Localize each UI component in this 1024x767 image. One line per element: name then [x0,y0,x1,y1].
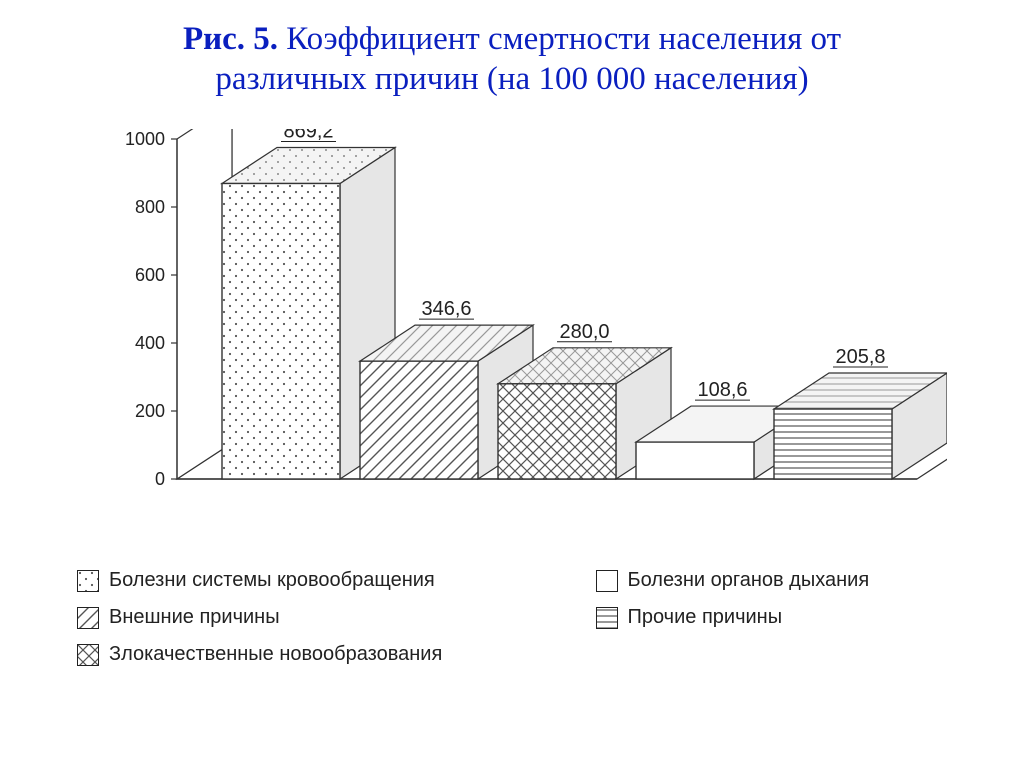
figure-title: Рис. 5. Коэффициент смертности населения… [0,0,1024,99]
legend-swatch [77,644,99,666]
chart-area: 0 200 400 600 800 1000 869,2 346,6 280,0 108,6 205… [77,129,947,539]
svg-text:200: 200 [135,401,165,421]
legend-swatch [77,570,99,592]
legend-swatch [596,607,618,629]
legend-item: Злокачественные новообразования [77,643,556,666]
legend-item: Болезни системы кровообращения [77,569,556,592]
legend-swatch [596,570,618,592]
page: Рис. 5. Коэффициент смертности населения… [0,0,1024,767]
legend-swatch [77,607,99,629]
legend: Болезни системы кровообращения Внешние пр… [77,569,947,666]
svg-text:800: 800 [135,197,165,217]
legend-item: Внешние причины [77,606,556,629]
legend-label: Болезни органов дыхания [628,569,870,592]
svg-text:1000: 1000 [125,129,165,149]
figure-title-line2: различных причин (на 100 000 населения) [215,61,808,97]
figure-title-line1: Коэффициент смертности населения от [286,21,841,57]
legend-item: Прочие причины [596,606,944,629]
legend-column-left: Болезни системы кровообращения Внешние пр… [77,569,556,666]
figure-label: Рис. 5. [183,21,278,57]
legend-label: Злокачественные новообразования [109,643,442,666]
svg-text:400: 400 [135,333,165,353]
svg-text:108,6: 108,6 [697,379,747,401]
legend-label: Внешние причины [109,606,280,629]
bar-chart: 0 200 400 600 800 1000 869,2 346,6 280,0 108,6 205… [77,129,947,539]
svg-text:0: 0 [155,469,165,489]
svg-text:205,8: 205,8 [835,346,885,368]
svg-text:280,0: 280,0 [559,321,609,343]
legend-label: Прочие причины [628,606,783,629]
legend-item: Болезни органов дыхания [596,569,944,592]
svg-text:346,6: 346,6 [421,298,471,320]
legend-label: Болезни системы кровообращения [109,569,435,592]
svg-text:600: 600 [135,265,165,285]
svg-text:869,2: 869,2 [283,129,333,142]
legend-column-right: Болезни органов дыхания Прочие причины [596,569,944,666]
